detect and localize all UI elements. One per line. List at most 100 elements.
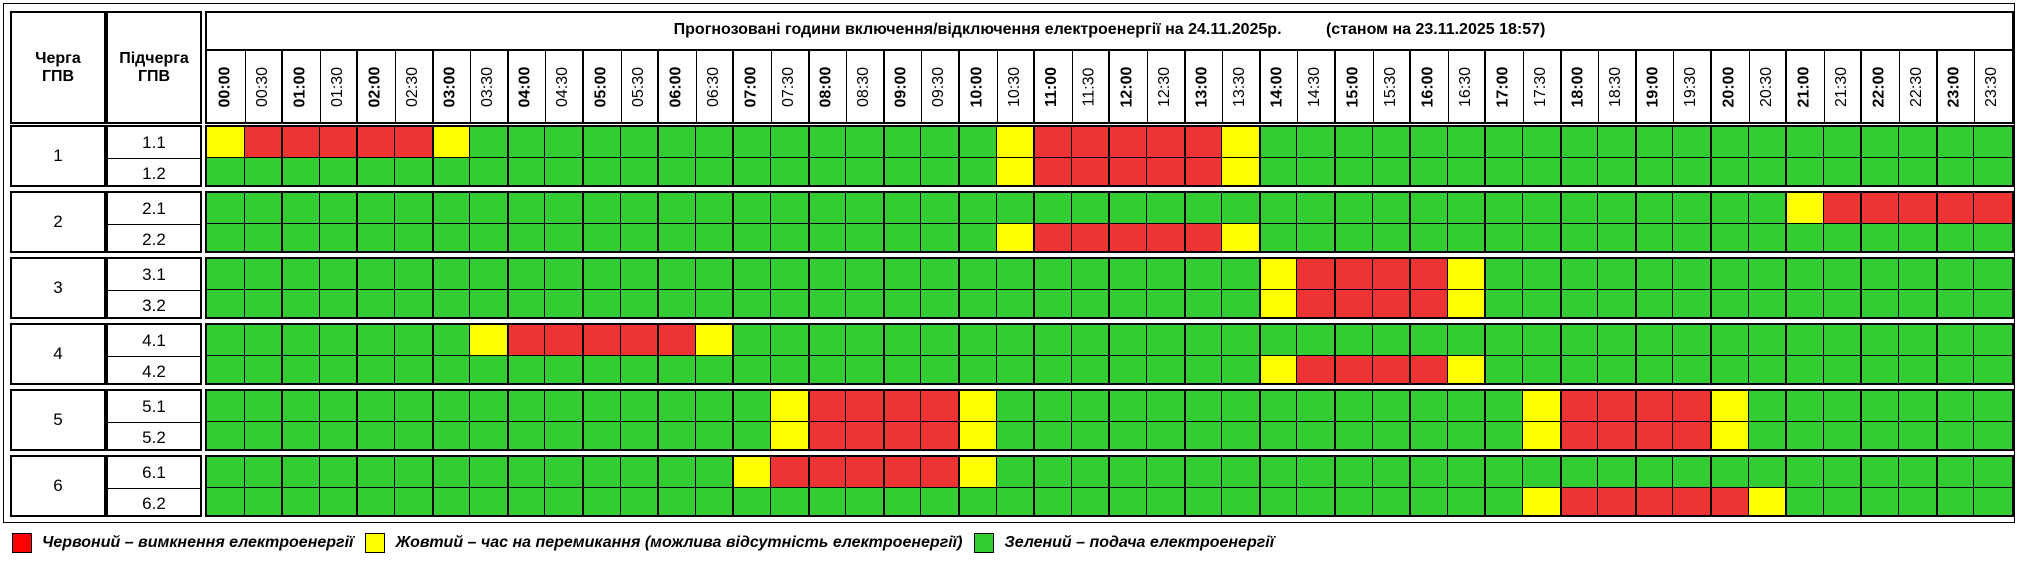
time-tick: 12:00 xyxy=(1118,66,1136,108)
slot-cell xyxy=(356,488,395,515)
slot-cell xyxy=(1973,127,2012,158)
slot-cell xyxy=(1146,457,1185,488)
time-tick: 13:30 xyxy=(1231,66,1249,108)
slot-cell xyxy=(1183,127,1223,158)
slot-cell xyxy=(1898,193,1937,224)
time-tick: 03:30 xyxy=(479,66,497,108)
slot-cell xyxy=(657,391,696,422)
time-tick: 15:30 xyxy=(1381,66,1399,108)
slot-cell xyxy=(770,290,809,317)
time-tick: 16:00 xyxy=(1419,66,1437,108)
slot-cell xyxy=(1672,290,1711,317)
time-tick: 18:00 xyxy=(1569,66,1587,108)
slot-cell xyxy=(1371,224,1411,251)
time-divider xyxy=(1108,49,1111,122)
time-divider xyxy=(470,49,472,122)
slot-cell xyxy=(882,127,922,158)
subqueue-column-label: Підчерга ГПВ xyxy=(119,49,189,85)
slot-cell xyxy=(1409,457,1448,488)
slot-cell xyxy=(431,224,471,251)
time-tick: 23:30 xyxy=(1983,66,2001,108)
slot-cell xyxy=(243,224,283,251)
slot-cell xyxy=(1710,193,1749,224)
slot-cell xyxy=(1296,391,1335,422)
slot-cell xyxy=(657,457,696,488)
slot-cell xyxy=(1597,193,1636,224)
time-divider xyxy=(1673,49,1675,122)
time-tick: 21:30 xyxy=(1832,66,1850,108)
slot-cell xyxy=(995,290,1035,317)
slot-cell xyxy=(1183,422,1223,449)
queue-schedule-grid xyxy=(205,125,2014,187)
slot-cell xyxy=(1559,457,1599,488)
slot-cell xyxy=(1559,356,1599,383)
slot-cell xyxy=(920,224,959,251)
slot-cell xyxy=(694,259,734,290)
slot-cell xyxy=(506,259,546,290)
time-divider xyxy=(657,49,660,122)
slot-cell xyxy=(1559,259,1599,290)
slot-cell xyxy=(1634,193,1674,224)
slot-cell xyxy=(657,488,696,515)
slot-cell xyxy=(1672,422,1711,449)
slot-cell xyxy=(394,158,433,185)
slot-cell xyxy=(1522,127,1561,158)
time-divider xyxy=(244,49,246,122)
subqueue-label: 5.1 xyxy=(108,391,200,423)
time-divider xyxy=(1183,49,1186,122)
subqueue-labels: 6.1 6.2 xyxy=(106,455,202,517)
slot-cell xyxy=(619,127,659,158)
time-tick: 20:30 xyxy=(1757,66,1775,108)
slot-cell xyxy=(807,391,847,422)
legend: Червоний – вимкнення електроенергії Жовти… xyxy=(12,533,1286,553)
slot-cell xyxy=(431,422,471,449)
time-tick: 06:30 xyxy=(704,66,722,108)
time-tick: 04:30 xyxy=(554,66,572,108)
slot-cell xyxy=(920,488,959,515)
time-tick: 08:00 xyxy=(817,66,835,108)
slot-cell xyxy=(1822,259,1862,290)
slot-cell xyxy=(1935,457,1975,488)
slot-cell xyxy=(243,488,283,515)
slot-cell xyxy=(582,457,621,488)
slot-cell xyxy=(431,127,471,158)
slot-cell xyxy=(995,488,1035,515)
slot-cell xyxy=(1710,290,1749,317)
slot-cell xyxy=(1070,158,1110,185)
slot-cell xyxy=(1935,488,1975,515)
slot-cell xyxy=(1108,457,1147,488)
time-divider xyxy=(1033,49,1036,122)
slot-cell xyxy=(1108,290,1147,317)
slot-cell xyxy=(1070,422,1110,449)
slot-cell xyxy=(356,224,395,251)
slot-cell xyxy=(1070,193,1110,224)
slot-cell xyxy=(1747,158,1787,185)
subqueue-labels: 3.1 3.2 xyxy=(106,257,202,319)
time-tick: 22:00 xyxy=(1870,66,1888,108)
slot-cell xyxy=(1559,488,1599,515)
slot-cell xyxy=(544,193,583,224)
slot-cell xyxy=(394,422,433,449)
slot-cell xyxy=(243,290,283,317)
slot-cell xyxy=(431,325,471,356)
slot-cell xyxy=(882,488,922,515)
slot-cell xyxy=(1672,457,1711,488)
slot-cell xyxy=(732,193,771,224)
slot-cell xyxy=(657,356,696,383)
time-divider xyxy=(582,49,584,122)
slot-cell xyxy=(1785,193,1824,224)
slot-cell xyxy=(1597,356,1636,383)
slot-cell xyxy=(1409,290,1448,317)
legend-text: Червоний – вимкнення електроенергії xyxy=(42,534,354,551)
slot-cell xyxy=(1898,325,1937,356)
slot-cell xyxy=(243,259,283,290)
slot-cell xyxy=(1672,127,1711,158)
legend-swatch xyxy=(365,533,386,553)
slot-cell xyxy=(1747,127,1787,158)
slot-cell xyxy=(1785,158,1824,185)
slot-cell xyxy=(1710,325,1749,356)
slot-cell xyxy=(544,391,583,422)
slot-cell xyxy=(1146,193,1185,224)
slot-cell xyxy=(1597,290,1636,317)
slot-cell xyxy=(1785,224,1824,251)
